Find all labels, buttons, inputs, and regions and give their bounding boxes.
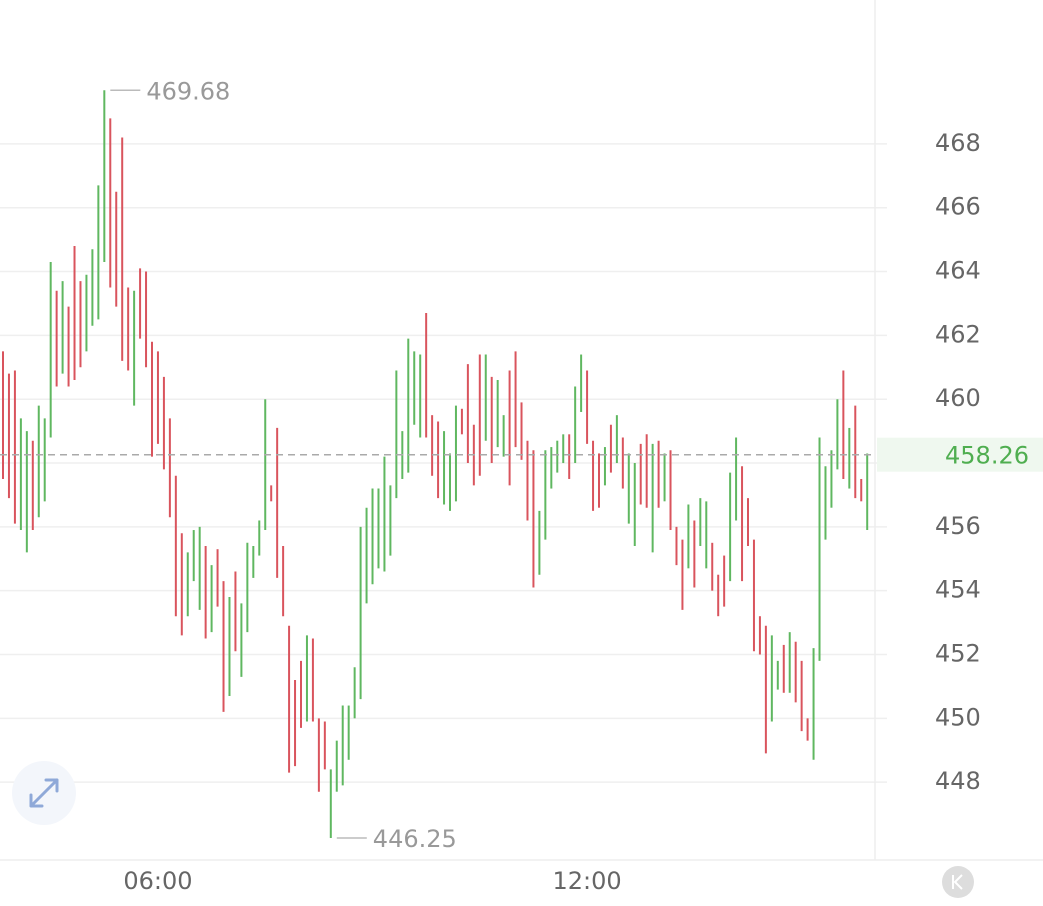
x-tick-label: 06:00 bbox=[123, 867, 192, 895]
y-tick-label: 452 bbox=[935, 639, 981, 667]
y-tick-label: 460 bbox=[935, 384, 981, 412]
y-tick-label: 464 bbox=[935, 257, 981, 285]
expand-icon bbox=[29, 778, 59, 808]
y-tick-label: 456 bbox=[935, 512, 981, 540]
last-price-tag bbox=[877, 437, 1043, 472]
y-tick-label: 448 bbox=[935, 767, 981, 795]
x-tick-label: 12:00 bbox=[552, 867, 621, 895]
max-annotation: 469.68 bbox=[146, 77, 230, 105]
y-tick-label: 450 bbox=[935, 703, 981, 731]
y-tick-label: 454 bbox=[935, 576, 981, 604]
expand-button[interactable] bbox=[12, 761, 76, 825]
y-tick-label: 462 bbox=[935, 320, 981, 348]
last-price-label: 458.26 bbox=[945, 442, 1029, 470]
scroll-button-bg bbox=[942, 866, 974, 898]
min-annotation: 446.25 bbox=[373, 825, 457, 853]
y-tick-label: 468 bbox=[935, 129, 981, 157]
scroll-button[interactable] bbox=[942, 866, 974, 898]
scroll-icon bbox=[952, 874, 963, 890]
y-tick-label: 466 bbox=[935, 193, 981, 221]
